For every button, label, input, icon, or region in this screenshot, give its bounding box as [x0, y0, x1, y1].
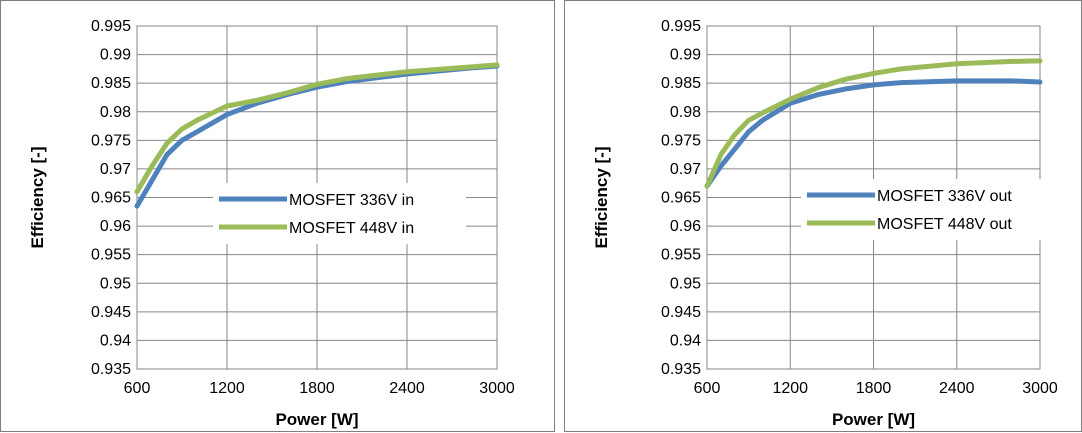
x-tick-label: 3000 — [479, 380, 515, 397]
y-tick-label: 0.935 — [91, 361, 131, 378]
y-tick-label: 0.96 — [100, 218, 131, 235]
y-tick-label: 0.99 — [670, 47, 701, 64]
x-axis-title: Power [W] — [275, 410, 358, 429]
legend-label-1: MOSFET 448V in — [289, 220, 414, 237]
x-tick-label: 600 — [694, 380, 721, 397]
y-tick-label: 0.97 — [100, 161, 131, 178]
y-tick-label: 0.965 — [661, 190, 701, 207]
series-line-1 — [704, 58, 1043, 189]
x-tick-label: 600 — [124, 380, 151, 397]
legend-label-1: MOSFET 448V out — [877, 216, 1012, 233]
plot-area — [136, 25, 498, 370]
y-tick-label: 0.94 — [670, 332, 701, 349]
y-tick-label: 0.98 — [100, 104, 131, 121]
y-tick-label: 0.99 — [100, 47, 131, 64]
y-axis-title: Efficiency [-] — [592, 146, 611, 248]
legend-label-0: MOSFET 336V out — [877, 188, 1012, 205]
y-tick-label: 0.975 — [661, 132, 701, 149]
y-tick-label: 0.955 — [661, 247, 701, 264]
y-tick-label: 0.97 — [670, 161, 701, 178]
y-tick-label: 0.95 — [670, 275, 701, 292]
y-tick-label: 0.955 — [91, 247, 131, 264]
series-line-0 — [704, 78, 1043, 189]
series-line-1 — [134, 62, 500, 195]
x-tick-label: 2400 — [939, 380, 975, 397]
y-tick-label: 0.945 — [661, 304, 701, 321]
x-tick-label: 1800 — [299, 380, 335, 397]
y-tick-label: 0.96 — [670, 218, 701, 235]
y-tick-label: 0.965 — [91, 190, 131, 207]
y-tick-label: 0.945 — [91, 304, 131, 321]
y-tick-label: 0.995 — [661, 18, 701, 35]
efficiency-chart-output: 0.935 0.94 0.945 0.95 0.955 0.96 0.965 0.97 0.97… — [592, 18, 1058, 429]
x-axis-title: Power [W] — [832, 410, 915, 429]
y-tick-label: 0.985 — [91, 75, 131, 92]
y-tick-label: 0.975 — [91, 132, 131, 149]
legend-box — [801, 179, 1045, 240]
chart-panel-left: 0.935 0.94 0.945 0.95 0.955 0.96 0.965 0.97 0.97… — [0, 0, 555, 432]
x-tick-label: 1200 — [772, 380, 808, 397]
y-tick-label: 0.985 — [661, 75, 701, 92]
legend-box — [213, 183, 466, 244]
x-tick-label: 1200 — [209, 380, 245, 397]
y-tick-label: 0.98 — [670, 104, 701, 121]
y-tick-label: 0.95 — [100, 275, 131, 292]
y-tick-label: 0.995 — [91, 18, 131, 35]
legend-label-0: MOSFET 336V in — [289, 192, 414, 209]
y-tick-label: 0.935 — [661, 361, 701, 378]
efficiency-chart-input: 0.935 0.94 0.945 0.95 0.955 0.96 0.965 0.97 0.97… — [28, 18, 515, 429]
x-tick-label: 3000 — [1022, 380, 1058, 397]
x-tick-label: 2400 — [389, 380, 425, 397]
y-axis-title: Efficiency [-] — [28, 146, 47, 248]
y-tick-label: 0.94 — [100, 332, 131, 349]
x-tick-label: 1800 — [856, 380, 892, 397]
chart-panel-right: 0.935 0.94 0.945 0.95 0.955 0.96 0.965 0.97 0.97… — [564, 0, 1082, 432]
